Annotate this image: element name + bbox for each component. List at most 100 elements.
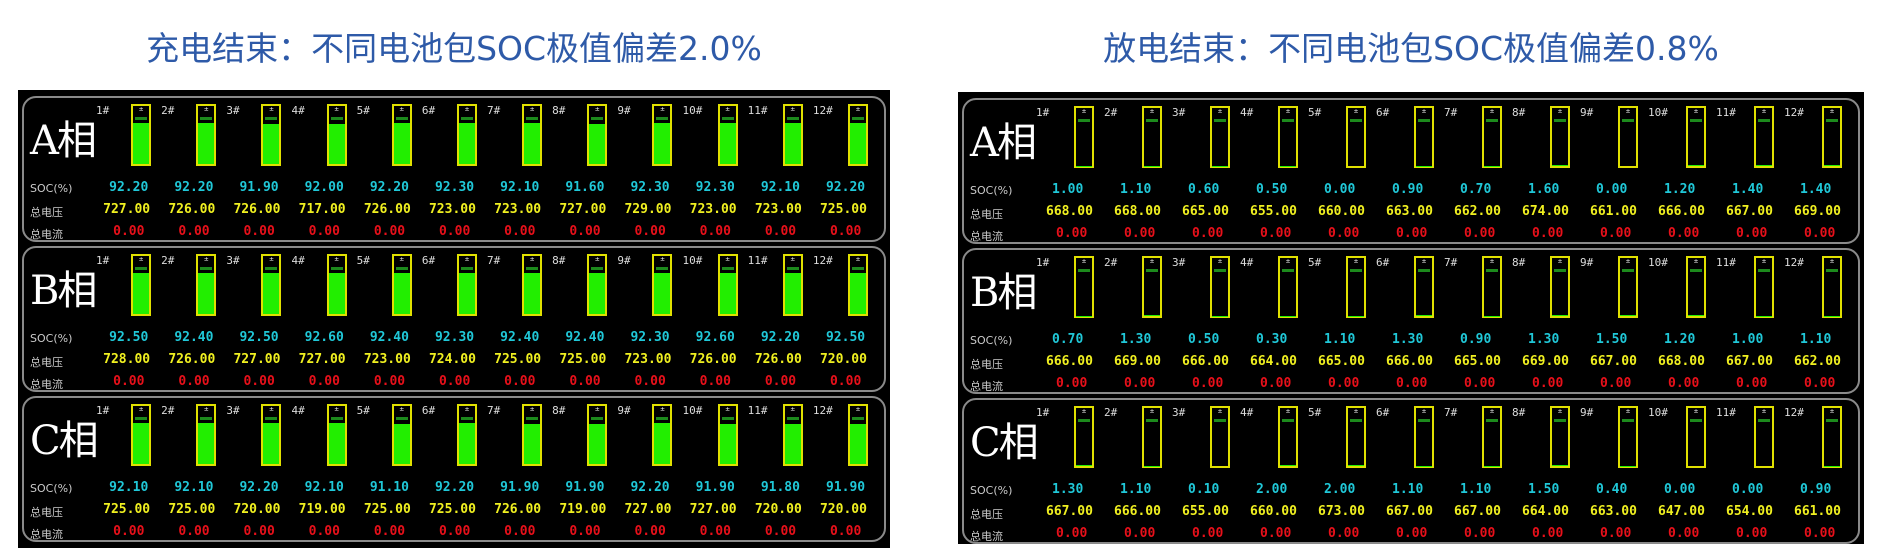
battery-fill <box>198 423 215 464</box>
battery-icon: ± <box>1142 406 1162 468</box>
soc-row-label: SOC(%) <box>970 184 1013 197</box>
battery-pack-cell: 6# ±0.90 663.00 0.00 <box>1376 100 1444 241</box>
battery-fill <box>1824 165 1840 166</box>
pack-number: 3# <box>1172 106 1186 119</box>
phase-section: B相 SOC(%) 总电压 总电流 1# ±0.70 666.00 0.00 2# ±1.30 66… <box>962 248 1860 394</box>
voltage-value: 666.00 <box>1046 354 1093 369</box>
current-value: 0.00 <box>829 224 862 239</box>
battery-pack-cell: 10# ±91.90 727.00 0.00 <box>683 398 748 539</box>
pack-number: 12# <box>812 404 833 417</box>
battery-pack-cell: 7# ±92.10 723.00 0.00 <box>487 98 552 239</box>
battery-pack-cell: 11# ±91.80 720.00 0.00 <box>748 398 813 539</box>
battery-pack-cell: 8# ±92.40 725.00 0.00 <box>552 248 617 389</box>
battery-pack-cell: 6# ±92.30 724.00 0.00 <box>422 248 487 389</box>
soc-value: 1.00 <box>1732 332 1764 347</box>
battery-icon: ± <box>717 404 738 466</box>
voltage-value: 727.00 <box>233 352 281 367</box>
battery-pack-cell: 3# ±0.10 655.00 0.00 <box>1172 400 1240 541</box>
current-value: 0.00 <box>1804 376 1836 391</box>
current-row-label: 总电流 <box>970 380 1003 393</box>
battery-icon: ± <box>196 404 217 466</box>
battery-cap-icon: ± <box>334 406 340 413</box>
voltage-value: 668.00 <box>1114 204 1161 219</box>
battery-cap-icon: ± <box>1489 408 1495 415</box>
voltage-value: 655.00 <box>1182 504 1229 519</box>
soc-row-label: SOC(%) <box>30 482 73 495</box>
voltage-value: 668.00 <box>1658 354 1705 369</box>
battery-indicator <box>721 267 734 270</box>
battery-icon: ± <box>1550 256 1570 318</box>
battery-indicator <box>265 117 278 120</box>
battery-icon: ± <box>717 104 738 166</box>
soc-value: 91.80 <box>760 480 800 495</box>
soc-row-label: SOC(%) <box>970 334 1013 347</box>
battery-icon: ± <box>1074 106 1094 168</box>
battery-cap-icon: ± <box>399 106 405 113</box>
battery-icon: ± <box>326 254 347 316</box>
battery-indicator <box>1418 119 1430 122</box>
voltage-value: 725.00 <box>559 352 607 367</box>
soc-value: 92.10 <box>109 480 149 495</box>
battery-fill <box>1144 315 1160 316</box>
pack-number: 7# <box>1444 406 1458 419</box>
pack-number: 1# <box>96 104 110 117</box>
soc-value: 92.50 <box>239 330 279 345</box>
phase-section: B相 SOC(%) 总电压 总电流 1# ±92.50 728.00 0.00 2# ±92.40… <box>22 246 886 392</box>
soc-value: 92.20 <box>825 180 866 195</box>
voltage-value: 720.00 <box>819 502 867 517</box>
soc-value: 92.20 <box>369 180 409 195</box>
battery-cap-icon: ± <box>464 406 470 413</box>
current-value: 0.00 <box>764 524 797 539</box>
battery-indicator <box>721 117 734 120</box>
pack-number: 5# <box>356 104 370 117</box>
battery-cap-icon: ± <box>1489 108 1495 115</box>
soc-value: 1.50 <box>1528 482 1560 497</box>
battery-cap-icon: ± <box>1081 408 1087 415</box>
pack-number: 10# <box>682 254 703 267</box>
battery-icon: ± <box>131 254 152 316</box>
battery-fill <box>1552 165 1568 166</box>
pack-number: 5# <box>1308 106 1322 119</box>
battery-fill <box>1552 315 1568 316</box>
soc-value: 0.50 <box>1188 332 1220 347</box>
battery-indicator <box>1078 119 1090 122</box>
voltage-value: 723.00 <box>689 202 737 217</box>
battery-fill <box>524 273 541 314</box>
battery-indicator <box>656 417 669 420</box>
pack-number: 12# <box>812 254 833 267</box>
battery-pack-cell: 12# ±92.20 725.00 0.00 <box>813 98 878 239</box>
battery-cap-icon: ± <box>1285 408 1291 415</box>
current-row-label: 总电流 <box>30 528 63 541</box>
battery-icon: ± <box>391 404 412 466</box>
battery-fill <box>524 423 541 464</box>
soc-value: 0.00 <box>1596 182 1628 197</box>
battery-pack-cell: 1# ±1.30 667.00 0.00 <box>1036 400 1104 541</box>
soc-value: 1.20 <box>1664 182 1696 197</box>
voltage-value: 669.00 <box>1522 354 1569 369</box>
voltage-row-label: 总电压 <box>970 508 1003 521</box>
pack-number: 5# <box>1308 406 1322 419</box>
current-value: 0.00 <box>1056 526 1088 541</box>
battery-indicator <box>591 417 604 420</box>
battery-icon: ± <box>1346 106 1366 168</box>
battery-fill <box>263 123 280 164</box>
phase-label: C相 <box>970 420 1039 466</box>
pack-number: 7# <box>487 404 501 417</box>
battery-pack-cell: 12# ±1.10 662.00 0.00 <box>1784 250 1852 391</box>
battery-pack-cell: 3# ±92.50 727.00 0.00 <box>226 248 291 389</box>
battery-fill <box>1756 165 1772 166</box>
soc-value: 92.10 <box>304 480 344 495</box>
battery-icon: ± <box>1210 406 1230 468</box>
battery-cap-icon: ± <box>790 406 796 413</box>
battery-icon: ± <box>326 404 347 466</box>
soc-value: 0.40 <box>1596 482 1628 497</box>
current-value: 0.00 <box>634 224 666 239</box>
current-value: 0.00 <box>1328 526 1360 541</box>
battery-cap-icon: ± <box>1149 108 1155 115</box>
battery-cap-icon: ± <box>1625 108 1631 115</box>
battery-fill <box>393 123 410 164</box>
current-value: 0.00 <box>308 224 340 239</box>
battery-indicator <box>395 117 408 120</box>
battery-pack-cell: 2# ±1.10 668.00 0.00 <box>1104 100 1172 241</box>
battery-pack-cell: 10# ±1.20 666.00 0.00 <box>1648 100 1716 241</box>
